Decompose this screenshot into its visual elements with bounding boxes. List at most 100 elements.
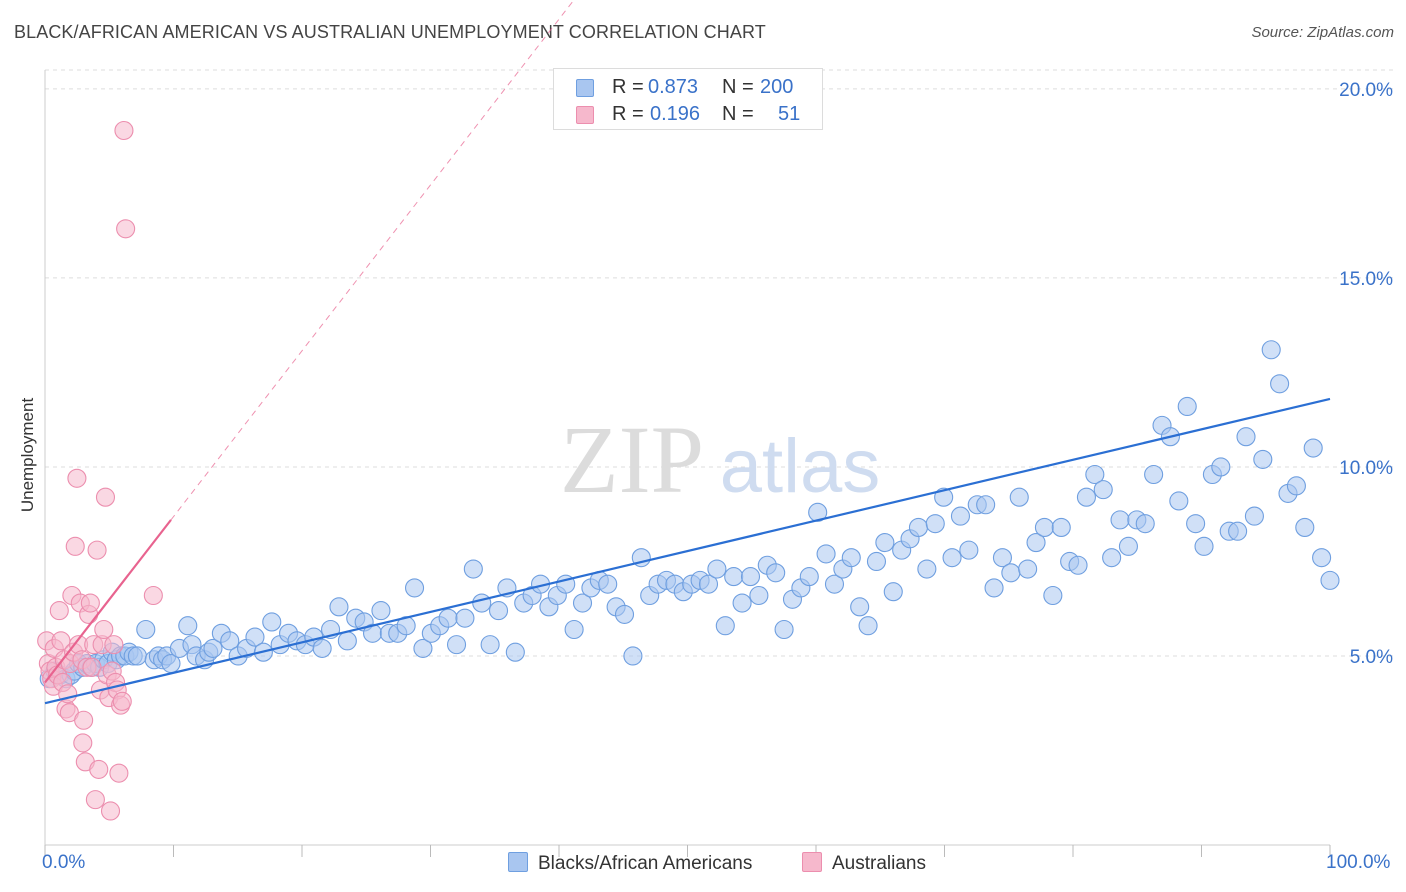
series-legend: Blacks/African Americans Australians	[0, 850, 1406, 878]
data-point-blacks	[1177, 396, 1197, 417]
legend-r-value: 0.873	[648, 76, 699, 98]
data-point-blacks	[1194, 536, 1214, 556]
legend-r-label: R =	[612, 76, 644, 98]
data-point-blacks	[824, 574, 845, 594]
data-point-australians	[116, 219, 136, 239]
data-point-blacks	[866, 551, 887, 572]
trend-line-blacks	[44, 397, 1331, 705]
data-point-blacks	[1244, 506, 1264, 526]
data-point-blacks	[1253, 449, 1273, 469]
data-point-blacks	[1034, 517, 1054, 537]
data-point-australians	[82, 657, 102, 677]
data-point-blacks	[598, 574, 618, 594]
data-point-blacks	[1043, 585, 1063, 606]
data-point-blacks	[404, 578, 425, 598]
data-point-blacks	[850, 597, 870, 617]
data-point-blacks	[1076, 487, 1096, 507]
data-point-blacks	[572, 593, 593, 613]
y-tick-labels: 5.0% 10.0% 15.0% 20.0%	[1339, 80, 1393, 668]
data-point-blacks	[371, 601, 391, 621]
data-point-blacks	[707, 559, 727, 579]
data-point-blacks	[740, 567, 761, 587]
data-point-blacks	[715, 616, 735, 636]
data-point-blacks	[875, 533, 895, 553]
data-point-blacks	[1093, 480, 1113, 500]
data-point-blacks	[1068, 555, 1088, 575]
x-axis-max-label: 100.0%	[1326, 852, 1391, 873]
data-point-blacks	[858, 616, 878, 636]
data-point-blacks	[220, 631, 240, 651]
data-point-blacks	[329, 597, 349, 617]
data-point-blacks	[950, 506, 971, 526]
legend-swatch-blue	[508, 852, 528, 872]
series-australians-points	[37, 120, 163, 821]
data-point-blacks	[1312, 548, 1332, 568]
trend-lines	[44, 0, 1331, 705]
data-point-australians	[80, 593, 100, 613]
data-point-australians	[49, 601, 69, 621]
data-point-australians	[114, 120, 134, 141]
legend-r-label: R =	[612, 103, 644, 125]
data-point-blacks	[312, 638, 332, 658]
legend-n-value: 200	[760, 76, 794, 98]
data-point-blacks	[472, 593, 492, 613]
data-point-blacks	[698, 574, 719, 594]
series-blacks-points	[39, 340, 1340, 689]
data-point-blacks	[1051, 517, 1071, 537]
legend-swatch-pink	[802, 852, 822, 872]
data-point-blacks	[245, 627, 265, 647]
y-tick-label: 5.0%	[1350, 647, 1393, 668]
data-point-blacks	[1261, 340, 1281, 360]
data-point-blacks	[1228, 521, 1248, 541]
legend-swatch-pink	[576, 106, 594, 124]
data-point-blacks	[136, 619, 156, 640]
source-label: Source: ZipAtlas.com	[1251, 24, 1394, 41]
data-point-blacks	[1320, 570, 1340, 590]
data-point-blacks	[1270, 374, 1290, 394]
legend-item-australians[interactable]: Australians	[802, 852, 926, 875]
x-axis-min-label: 0.0%	[42, 852, 86, 873]
data-point-blacks	[976, 495, 996, 515]
data-point-blacks	[1295, 517, 1315, 537]
trend-line-australians-extension	[170, 0, 575, 521]
data-point-australians	[100, 801, 121, 821]
data-point-australians	[85, 790, 105, 810]
data-point-blacks	[203, 638, 223, 658]
data-point-blacks	[774, 619, 794, 640]
data-point-blacks	[841, 548, 861, 568]
data-point-australians	[104, 635, 124, 655]
y-axis-title: Unemployment	[18, 397, 37, 513]
data-point-blacks	[262, 612, 282, 632]
data-point-australians	[67, 468, 87, 488]
legend-swatch-blue	[576, 79, 594, 97]
correlation-legend: R = 0.873 N = 200 R = 0.196 N = 51	[553, 68, 823, 130]
data-point-australians	[94, 619, 114, 640]
data-point-blacks	[1009, 487, 1029, 507]
data-point-blacks	[337, 631, 357, 651]
data-point-blacks	[1110, 510, 1130, 530]
legend-label-blacks: Blacks/African Americans	[538, 853, 753, 874]
data-point-blacks	[799, 567, 819, 587]
data-point-australians	[74, 710, 94, 730]
data-point-australians	[65, 536, 85, 556]
data-point-blacks	[505, 642, 525, 662]
data-point-blacks	[1001, 563, 1021, 583]
trend-line-australians	[44, 519, 172, 684]
data-point-blacks	[178, 616, 198, 636]
legend-item-blacks[interactable]: Blacks/African Americans	[508, 852, 752, 875]
y-tick-label: 10.0%	[1339, 458, 1393, 479]
legend-label-australians: Australians	[832, 853, 926, 874]
data-point-blacks	[480, 635, 500, 655]
data-point-blacks	[942, 548, 962, 568]
data-point-blacks	[992, 548, 1013, 568]
data-point-blacks	[1169, 491, 1189, 511]
legend-n-value: 51	[778, 103, 801, 125]
data-point-blacks	[127, 646, 147, 666]
data-point-blacks	[1135, 514, 1155, 534]
data-point-blacks	[1144, 464, 1164, 485]
data-point-blacks	[614, 604, 635, 624]
watermark-atlas: atlas	[720, 424, 881, 509]
data-point-blacks	[724, 567, 744, 587]
data-point-blacks	[463, 559, 483, 579]
